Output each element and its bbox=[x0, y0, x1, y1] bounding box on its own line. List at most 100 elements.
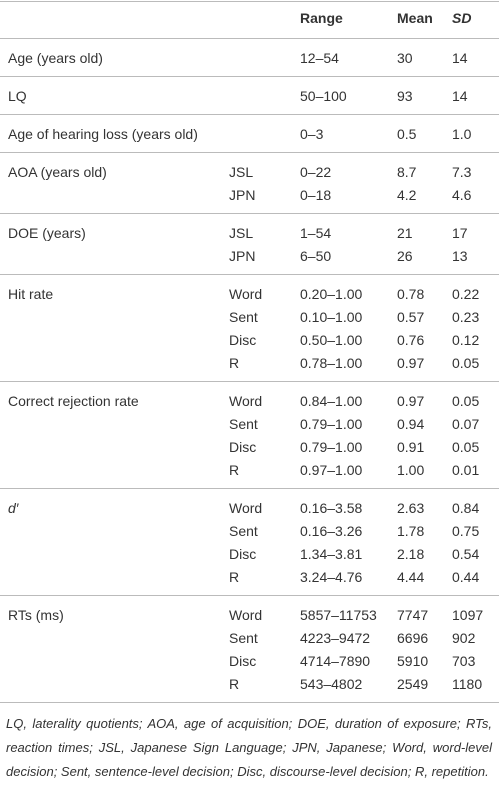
sub-label: Sent bbox=[229, 309, 258, 325]
sd-cell: 0.54 bbox=[452, 546, 480, 562]
sd-cell: 1180 bbox=[452, 676, 483, 692]
range-cell: 0.20–1.00 bbox=[300, 286, 363, 302]
sd-cell: 0.05 bbox=[452, 439, 480, 455]
sd-cell: 14 bbox=[452, 50, 468, 66]
range-cell: 4714–7890 bbox=[300, 653, 371, 669]
sd-cell: 1.0 bbox=[452, 126, 472, 142]
mean-cell: 0.5 bbox=[397, 126, 417, 142]
sd-cell: 0.07 bbox=[452, 416, 480, 432]
row-label: RTs (ms) bbox=[8, 607, 64, 623]
mean-cell: 8.7 bbox=[397, 164, 417, 180]
row-label: DOE (years) bbox=[8, 225, 86, 241]
row-label: Age (years old) bbox=[8, 50, 103, 66]
range-cell: 12–54 bbox=[300, 50, 339, 66]
sub-label: Sent bbox=[229, 416, 258, 432]
sub-label: Disc bbox=[229, 439, 257, 455]
mean-cell: 2.63 bbox=[397, 500, 425, 516]
mean-cell: 5910 bbox=[397, 653, 429, 669]
range-cell: 0.10–1.00 bbox=[300, 309, 363, 325]
sd-cell: 703 bbox=[452, 653, 476, 669]
range-cell: 0.84–1.00 bbox=[300, 393, 363, 409]
rule bbox=[0, 488, 499, 489]
sub-label: JPN bbox=[229, 248, 256, 264]
row-label: LQ bbox=[8, 88, 27, 104]
sub-label: JSL bbox=[229, 164, 254, 180]
mean-cell: 1.00 bbox=[397, 462, 425, 478]
mean-cell: 7747 bbox=[397, 607, 429, 623]
sub-label: R bbox=[229, 676, 240, 692]
sub-label: Word bbox=[229, 607, 263, 623]
mean-cell: 0.76 bbox=[397, 332, 425, 348]
mean-cell: 30 bbox=[397, 50, 413, 66]
rule bbox=[0, 702, 499, 703]
rule bbox=[0, 1, 499, 2]
mean-cell: 0.91 bbox=[397, 439, 425, 455]
row-label: Hit rate bbox=[8, 286, 54, 302]
range-cell: 0.79–1.00 bbox=[300, 439, 363, 455]
range-cell: 6–50 bbox=[300, 248, 332, 264]
sd-cell: 7.3 bbox=[452, 164, 472, 180]
range-cell: 1.34–3.81 bbox=[300, 546, 363, 562]
row-label: Correct rejection rate bbox=[8, 393, 139, 409]
sd-cell: 0.75 bbox=[452, 523, 480, 539]
mean-cell: 0.97 bbox=[397, 393, 425, 409]
mean-cell: 4.44 bbox=[397, 569, 425, 585]
sd-cell: 0.01 bbox=[452, 462, 480, 478]
rule bbox=[0, 213, 499, 214]
sd-cell: 17 bbox=[452, 225, 468, 241]
rule bbox=[0, 76, 499, 77]
sub-label: JPN bbox=[229, 187, 256, 203]
sub-label: Sent bbox=[229, 630, 258, 646]
sub-label: R bbox=[229, 462, 240, 478]
rule bbox=[0, 381, 499, 382]
rule bbox=[0, 152, 499, 153]
mean-cell: 0.78 bbox=[397, 286, 425, 302]
mean-cell: 6696 bbox=[397, 630, 429, 646]
range-cell: 0.97–1.00 bbox=[300, 462, 363, 478]
mean-cell: 0.94 bbox=[397, 416, 425, 432]
sub-label: JSL bbox=[229, 225, 254, 241]
sub-label: Word bbox=[229, 500, 263, 516]
range-cell: 1–54 bbox=[300, 225, 332, 241]
rule bbox=[0, 595, 499, 596]
range-cell: 0.79–1.00 bbox=[300, 416, 363, 432]
rule bbox=[0, 274, 499, 275]
mean-cell: 0.97 bbox=[397, 355, 425, 371]
mean-cell: 4.2 bbox=[397, 187, 417, 203]
sd-cell: 0.05 bbox=[452, 393, 480, 409]
sub-label: R bbox=[229, 355, 240, 371]
column-header: SD bbox=[452, 10, 472, 26]
rule bbox=[0, 114, 499, 115]
range-cell: 0–18 bbox=[300, 187, 332, 203]
mean-cell: 1.78 bbox=[397, 523, 425, 539]
range-cell: 0–3 bbox=[300, 126, 324, 142]
sd-cell: 902 bbox=[452, 630, 476, 646]
range-cell: 0.78–1.00 bbox=[300, 355, 363, 371]
column-header: Mean bbox=[397, 10, 433, 26]
sub-label: Disc bbox=[229, 332, 257, 348]
range-cell: 0–22 bbox=[300, 164, 332, 180]
range-cell: 3.24–4.76 bbox=[300, 569, 363, 585]
sd-cell: 0.84 bbox=[452, 500, 480, 516]
sub-label: Word bbox=[229, 286, 263, 302]
sd-cell: 0.22 bbox=[452, 286, 480, 302]
sd-cell: 13 bbox=[452, 248, 468, 264]
row-label: Age of hearing loss (years old) bbox=[8, 126, 198, 142]
row-label: AOA (years old) bbox=[8, 164, 107, 180]
mean-cell: 2549 bbox=[397, 676, 429, 692]
mean-cell: 21 bbox=[397, 225, 413, 241]
mean-cell: 2.18 bbox=[397, 546, 425, 562]
rule bbox=[0, 38, 499, 39]
sub-label: R bbox=[229, 569, 240, 585]
range-cell: 543–4802 bbox=[300, 676, 363, 692]
sd-cell: 1097 bbox=[452, 607, 484, 623]
range-cell: 0.16–3.58 bbox=[300, 500, 363, 516]
sub-label: Disc bbox=[229, 653, 257, 669]
mean-cell: 26 bbox=[397, 248, 413, 264]
range-cell: 0.50–1.00 bbox=[300, 332, 363, 348]
range-cell: 4223–9472 bbox=[300, 630, 371, 646]
sd-cell: 4.6 bbox=[452, 187, 472, 203]
range-cell: 5857–11753 bbox=[300, 607, 377, 623]
footnote: LQ, laterality quotients; AOA, age of ac… bbox=[6, 716, 492, 779]
